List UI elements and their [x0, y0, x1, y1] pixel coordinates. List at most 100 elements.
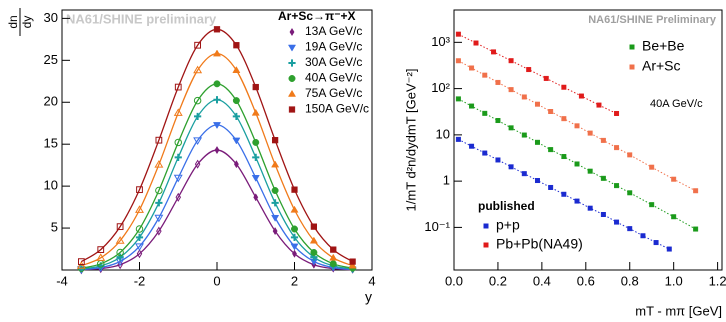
x-tick-label: 2 — [291, 273, 298, 288]
data-point — [175, 192, 181, 202]
data-point — [174, 153, 182, 161]
y-label: 1/mT d²n/dydmT [GeV⁻²] — [403, 69, 418, 212]
x-tick-label: 0.6 — [577, 273, 595, 288]
data-point — [561, 84, 567, 90]
legend-marker — [288, 75, 296, 82]
data-point — [135, 243, 144, 251]
y-tick-label: 25 — [44, 52, 58, 67]
y-tick-label: 5 — [51, 220, 58, 235]
data-point — [548, 184, 554, 190]
data-point — [600, 175, 606, 181]
data-point — [600, 212, 606, 217]
right-frame — [453, 9, 723, 271]
data-point — [649, 164, 655, 170]
x-tick-label: 0.4 — [533, 273, 551, 288]
data-point — [310, 248, 318, 256]
data-point — [212, 49, 222, 57]
data-point — [155, 199, 163, 207]
data-point — [526, 67, 532, 73]
data-point — [495, 118, 501, 124]
legend-title: Ar+Sc→π⁻+X — [278, 9, 356, 23]
data-point — [469, 143, 475, 149]
data-point — [653, 240, 659, 246]
y-tick-label: 10⁻¹ — [424, 219, 450, 234]
legend-marker — [289, 27, 295, 37]
x-tick-label: -2 — [134, 273, 146, 288]
data-point — [574, 161, 580, 167]
data-point — [154, 160, 164, 168]
data-point — [290, 233, 299, 241]
data-point — [329, 253, 338, 261]
data-point — [455, 96, 461, 102]
legend-label: 75A GeV/c — [305, 86, 362, 100]
data-point — [627, 226, 633, 232]
fit-line — [458, 33, 617, 114]
data-point — [292, 249, 297, 258]
data-point — [271, 214, 280, 222]
data-point — [214, 145, 220, 155]
data-point — [193, 96, 202, 105]
data-point — [521, 171, 527, 177]
data-point — [561, 191, 567, 197]
data-point — [252, 138, 260, 146]
y-tick-label: 10 — [436, 126, 450, 141]
data-point — [291, 186, 298, 193]
data-point — [136, 249, 143, 259]
data-point — [233, 160, 239, 169]
legend-marker — [483, 242, 489, 248]
data-point — [291, 225, 298, 233]
legend-label: Pb+Pb(NA49) — [496, 236, 583, 252]
data-point — [521, 94, 527, 100]
data-point — [627, 190, 633, 196]
data-point — [251, 175, 260, 182]
watermark: NA61/SHINE preliminary — [66, 11, 217, 26]
data-point — [154, 214, 164, 223]
legend-marker — [629, 44, 635, 50]
legend-label: 150A GeV/c — [305, 102, 369, 116]
data-point — [253, 193, 259, 202]
legend-marker — [483, 223, 489, 229]
data-point — [173, 108, 183, 116]
data-point — [135, 225, 144, 233]
data-point — [578, 93, 584, 99]
data-point — [155, 186, 163, 195]
data-point — [482, 150, 488, 156]
data-point — [671, 176, 677, 182]
data-point — [212, 122, 222, 129]
data-point — [232, 97, 240, 105]
data-point — [233, 42, 240, 49]
legend-label: Be+Be — [642, 38, 685, 54]
data-point — [116, 248, 124, 257]
data-point — [116, 223, 124, 231]
data-point — [174, 83, 182, 91]
data-point — [290, 205, 299, 213]
y-tick-label: 20 — [44, 94, 58, 109]
legend-label: 30A GeV/c — [305, 55, 362, 69]
data-point — [548, 147, 554, 153]
data-point — [508, 125, 514, 131]
data-point — [548, 109, 554, 114]
legend-label: p+p — [496, 217, 520, 233]
data-point — [251, 108, 260, 116]
x-tick-label: 0.8 — [621, 273, 639, 288]
data-point — [693, 226, 699, 232]
data-point — [194, 41, 202, 49]
data-point — [135, 205, 144, 213]
data-point — [76, 261, 86, 269]
data-point — [574, 123, 580, 129]
data-point — [596, 102, 602, 108]
data-point — [473, 40, 479, 46]
legend-label: 13A GeV/c — [305, 24, 362, 38]
data-point — [193, 65, 203, 74]
data-point — [574, 198, 580, 204]
data-point — [482, 72, 488, 78]
data-point — [640, 233, 646, 239]
data-point — [174, 138, 182, 147]
data-point — [213, 80, 221, 88]
data-point — [194, 112, 202, 121]
data-point — [136, 186, 143, 194]
data-point — [543, 75, 549, 81]
legend-group-label: published — [478, 199, 535, 213]
data-point — [330, 246, 337, 253]
